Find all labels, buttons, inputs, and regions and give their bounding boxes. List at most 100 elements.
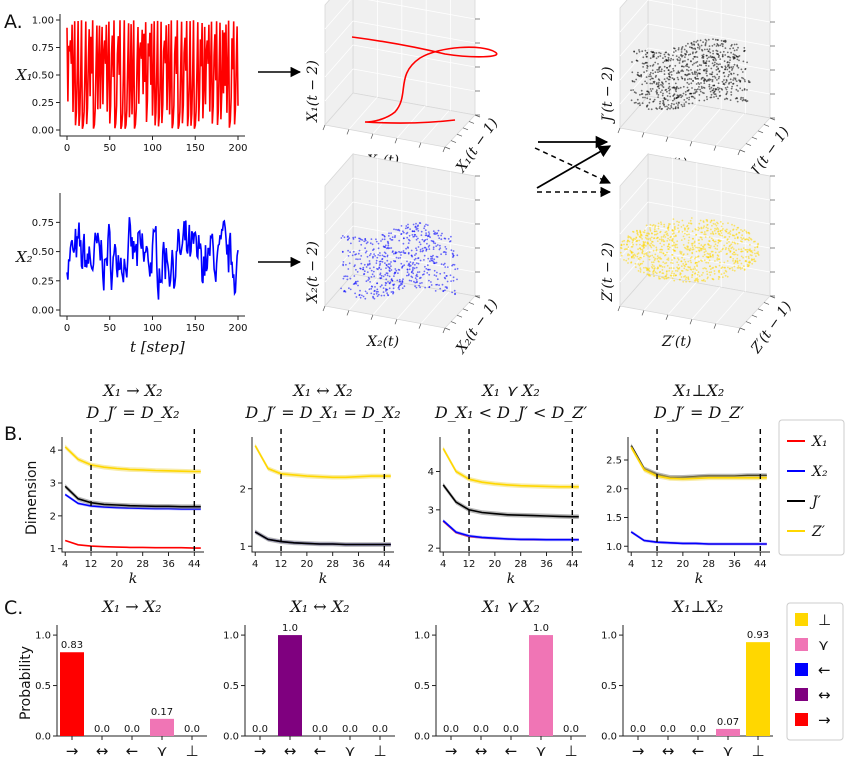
x2-attractor-point [406,260,408,263]
z-cloud-point [642,255,645,258]
x2-attractor-point [364,239,367,242]
z-cloud-point [736,257,739,260]
x2-attractor-point [400,282,402,285]
j-attractor-point [729,59,731,61]
z-cloud-point [675,243,678,246]
j-attractor-point [667,87,670,90]
j-attractor-point [741,99,744,102]
j-attractor-point [737,66,740,69]
z-cloud-point [627,236,630,239]
tick [713,145,717,151]
z-cloud-point [655,233,658,236]
j-attractor-point [659,52,662,55]
probability-plot-title: X₁⊥X₂ [671,597,724,616]
x2-attractor-point [425,223,427,226]
z-cloud-point [680,252,683,255]
z-cloud-point [732,258,735,260]
j-attractor-point [733,63,736,66]
x-tick-label: 28 [326,559,339,570]
j-attractor-point [674,88,677,91]
z-cloud-point [687,228,689,230]
y-tick-label: 0.0 [601,732,617,743]
z-cloud-point [732,260,734,262]
z-cloud-point [638,239,641,242]
j-attractor-point [663,103,665,106]
j-attractor-point [718,54,720,57]
x2-axis-z-label: X₂(t − 2) [305,241,321,304]
x2-attractor-point [432,254,434,257]
z-cloud-point [687,266,689,268]
j-attractor-point [680,48,683,51]
z-cloud-point [679,250,681,253]
grid-line [348,278,378,311]
tick [450,321,457,324]
z-cloud-point [647,255,649,257]
z-cloud-point [677,257,679,259]
z-cloud-point [726,275,729,278]
z-cloud-point [646,232,648,235]
x2-attractor-point [415,262,418,264]
x2-attractor-point [456,267,459,270]
z-cloud-point [702,271,704,274]
grid-line [647,47,771,71]
z-cloud-point [703,231,706,233]
j-attractor-point [666,77,669,80]
x-tick-label: 44 [378,559,391,570]
tick [346,310,350,316]
j-attractor-point [735,80,738,82]
x2-attractor-point [385,278,388,281]
j-attractor-point [678,95,680,98]
grid-line [619,201,649,235]
z-cloud-point [708,244,711,247]
grid-line [352,201,476,225]
j-attractor-point [680,51,683,53]
j-attractor-point [657,78,660,81]
x-tick-label: 28 [702,559,715,570]
j-attractor-point [665,59,668,62]
j-attractor-point [732,72,735,75]
j-attractor-point [659,105,661,108]
x2-attractor-point [402,242,405,245]
z-cloud-point [646,267,648,270]
x2-attractor-point [413,230,416,233]
tick [418,142,422,148]
j-attractor-point [673,78,676,80]
x2-attractor-point [369,252,372,255]
x2-attractor-point [356,271,359,273]
j-attractor-point [698,46,701,48]
x2-attractor-point [415,249,418,252]
grid-line [324,0,351,30]
x2-attractor-point [419,250,422,253]
j-attractor-point [631,61,633,63]
z-cloud-point [633,257,635,259]
embedding-3d-x1: X₁(t)X₁(t − 1)X₁(t − 2) [305,0,502,176]
x2-attractor-point [386,272,389,275]
j-attractor-point [706,79,708,82]
z-cloud-point [681,231,684,233]
y-tick-label: 0.5 [414,681,430,692]
x2-attractor-point [370,287,373,290]
x2-attractor-point [435,232,438,235]
z-cloud-point [678,267,681,269]
z-cloud-point [746,263,749,266]
j-attractor-point [735,43,738,46]
x2-attractor-point [394,252,397,255]
x2-attractor-point [358,249,361,252]
x2-attractor-point [365,242,368,245]
z-cloud-point [707,227,709,230]
j-attractor-point [744,80,746,83]
x2-attractor-point [413,280,415,283]
j-attractor-point [660,108,663,110]
z-cloud-point [718,264,721,267]
bar-3 [529,635,553,736]
z-cloud-point [733,269,736,272]
z-cloud-point [668,267,671,270]
z-cloud-point [715,228,718,231]
j-attractor-point [682,65,685,68]
bar-value-label: 0.0 [503,724,519,735]
z-cloud-point [731,269,734,271]
z-cloud-point [694,261,697,264]
j-attractor-point [666,108,669,111]
x2-attractor-point [364,238,367,241]
grid-line [352,68,476,92]
